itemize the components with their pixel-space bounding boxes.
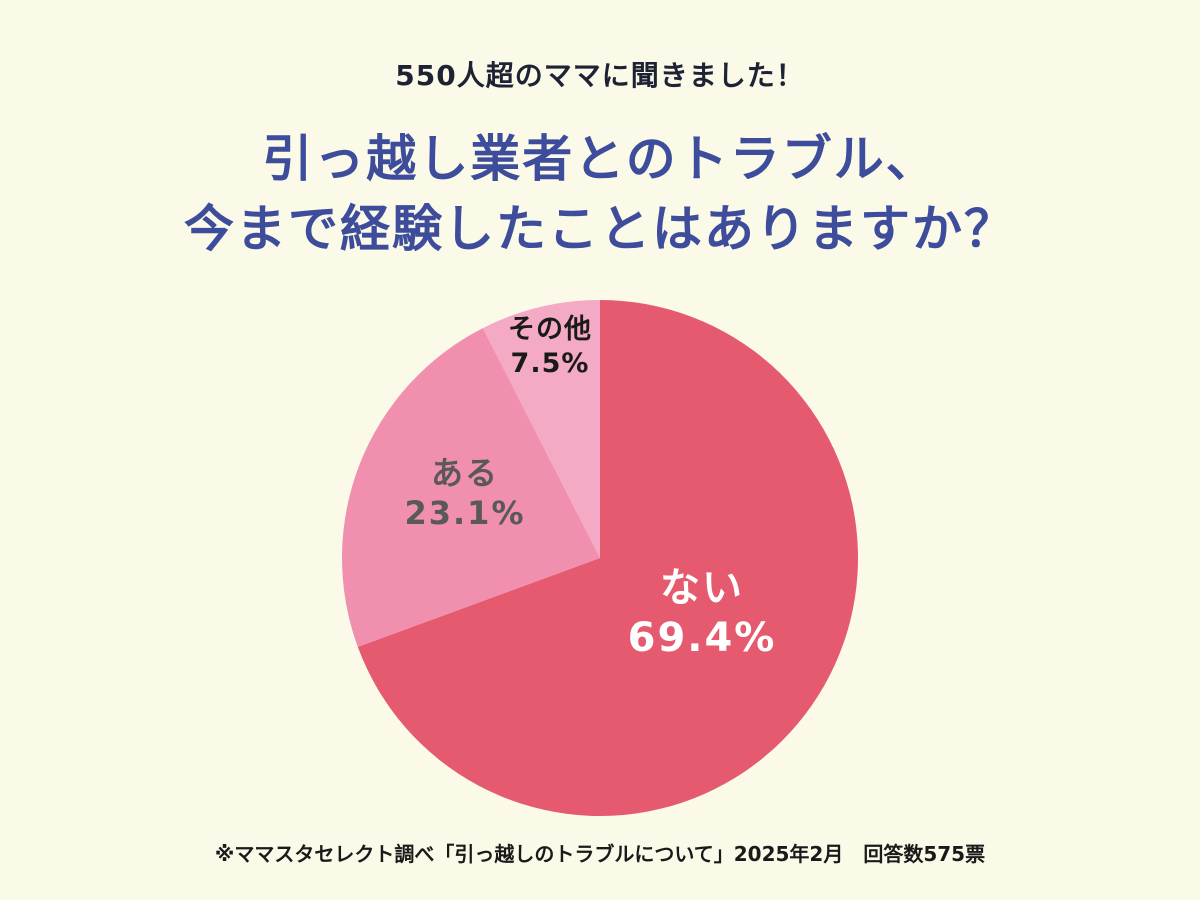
pie-chart-svg — [342, 300, 859, 816]
slice-nai-percent: 69.4% — [627, 615, 777, 661]
slice-label-aru: ある 23.1% — [385, 453, 545, 533]
pie-chart: ない 69.4% ある 23.1% その他 7.5% — [300, 258, 900, 858]
slice-aru-percent: 23.1% — [404, 494, 526, 532]
page-title-line2: 今まで経験したことはありますか？ — [184, 200, 1016, 258]
page-title: 引っ越し業者とのトラブル、今まで経験したことはありますか？ — [0, 124, 1200, 264]
page-title-line1: 引っ越し業者とのトラブル、 — [262, 130, 938, 188]
survey-subtitle: 550人超のママに聞きました！ — [395, 59, 805, 92]
pie-slice-sonota — [482, 300, 600, 558]
pie-slice-nai — [357, 300, 859, 816]
source-note: ※ママスタセレクト調べ「引っ越しのトラブルについて」2025年2月 回答数575… — [214, 842, 986, 866]
slice-sonota-name: その他 — [508, 314, 592, 345]
slice-aru-name: ある — [430, 454, 499, 492]
slice-nai-name: ない — [660, 565, 744, 611]
slice-label-nai: ない 69.4% — [612, 563, 792, 663]
slice-sonota-percent: 7.5% — [510, 347, 590, 379]
slice-label-sonota: その他 7.5% — [480, 313, 620, 381]
pie-slice-aru — [342, 328, 600, 647]
